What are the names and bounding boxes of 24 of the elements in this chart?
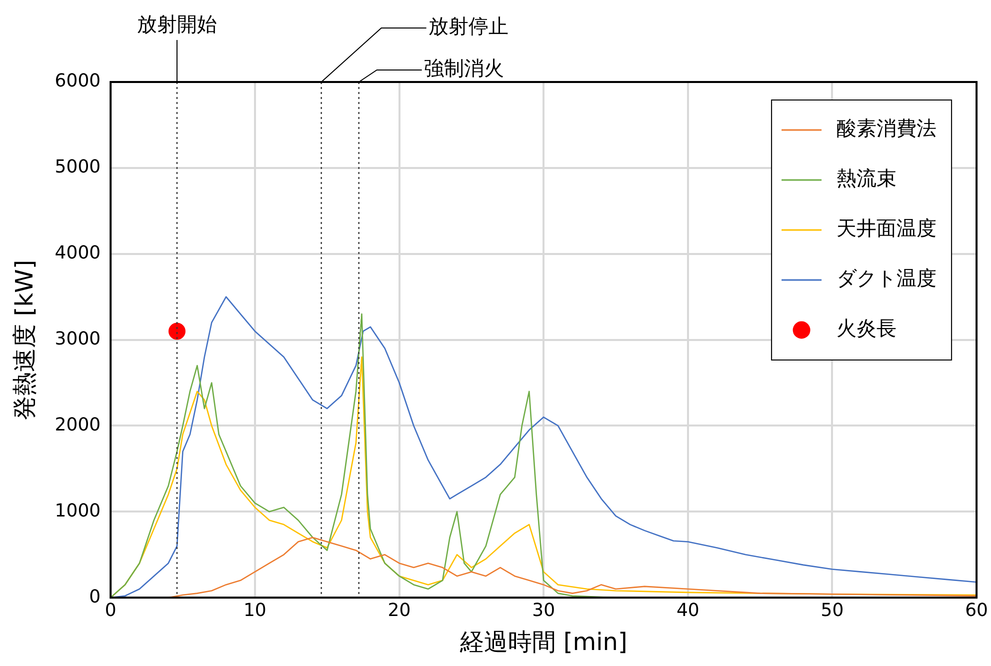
legend-label: 熱流束 <box>836 166 897 190</box>
x-tick-label: 30 <box>532 600 556 622</box>
ref-line-label: 放射開始 <box>136 12 217 36</box>
x-tick-label: 10 <box>243 600 266 622</box>
y-tick-label: 6000 <box>54 70 101 92</box>
x-axis-title: 経過時間 [min] <box>458 628 628 656</box>
x-tick-label: 0 <box>104 600 116 622</box>
y-tick-label: 5000 <box>54 156 101 178</box>
legend-label: ダクト温度 <box>836 266 937 290</box>
legend-label: 天井面温度 <box>836 216 937 240</box>
x-tick-label: 60 <box>965 600 988 622</box>
x-tick-label: 50 <box>820 600 844 622</box>
y-tick-label: 2000 <box>54 414 101 436</box>
ref-line-label: 強制消火 <box>424 56 504 80</box>
legend-label: 酸素消費法 <box>836 116 937 140</box>
ref-line-label: 放射停止 <box>428 14 508 38</box>
x-tick-label: 40 <box>676 600 700 622</box>
y-axis-title: 発熱速度 [kW] <box>10 260 39 420</box>
legend-label: 火炎長 <box>836 316 897 340</box>
y-tick-label: 3000 <box>54 328 101 350</box>
y-tick-label: 1000 <box>54 500 101 522</box>
x-tick-label: 20 <box>388 600 411 622</box>
y-tick-label: 0 <box>89 586 101 608</box>
y-tick-label: 4000 <box>54 242 101 264</box>
